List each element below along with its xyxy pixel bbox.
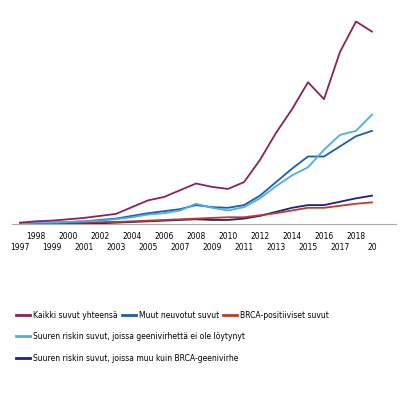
Text: 2013: 2013 [266,244,286,252]
Text: 2001: 2001 [74,244,94,252]
Text: 2009: 2009 [202,244,222,252]
Text: 20: 20 [367,244,377,252]
Text: 1998: 1998 [26,232,46,241]
Text: 2005: 2005 [138,244,158,252]
Text: 2000: 2000 [58,232,78,241]
Text: 2018: 2018 [346,232,366,241]
Text: 2010: 2010 [218,232,238,241]
Text: 1997: 1997 [10,244,30,252]
Text: 2004: 2004 [122,232,142,241]
Legend: Suuren riskin suvut, joissa muu kuin BRCA-geenivirhe: Suuren riskin suvut, joissa muu kuin BRC… [16,354,238,363]
Text: 2007: 2007 [170,244,190,252]
Text: 2002: 2002 [90,232,110,241]
Text: 2006: 2006 [154,232,174,241]
Text: 2015: 2015 [298,244,318,252]
Text: 2017: 2017 [330,244,350,252]
Text: 2011: 2011 [234,244,254,252]
Text: 2016: 2016 [314,232,334,241]
Text: 2014: 2014 [282,232,302,241]
Text: 2012: 2012 [250,232,270,241]
Text: 2003: 2003 [106,244,126,252]
Text: 2008: 2008 [186,232,206,241]
Text: 1999: 1999 [42,244,62,252]
